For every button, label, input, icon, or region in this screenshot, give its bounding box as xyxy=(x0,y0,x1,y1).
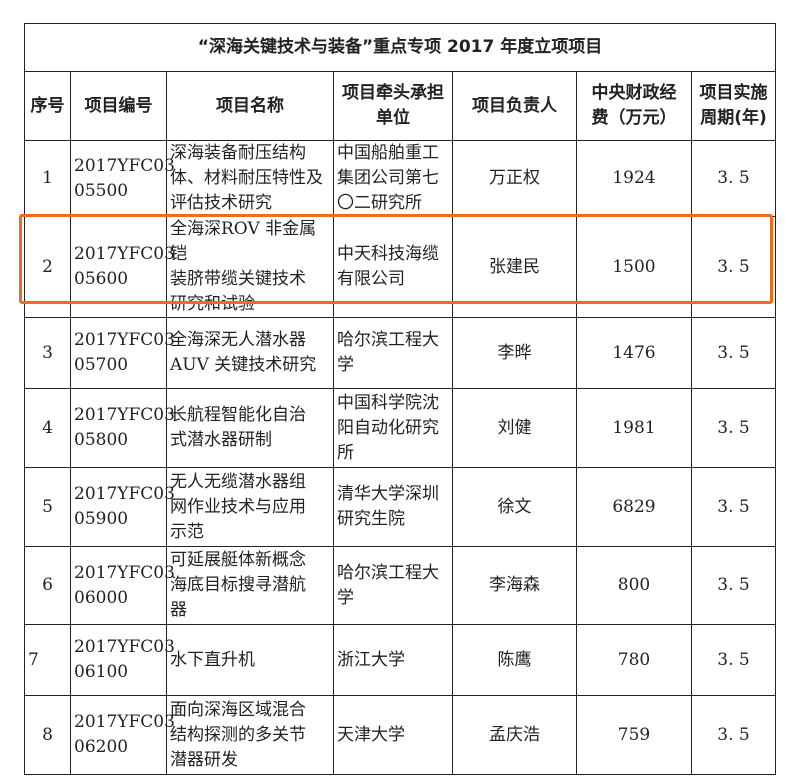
cell-leader: 李晔 xyxy=(452,317,577,389)
cell-code: 2017YFC03 05500 xyxy=(70,140,175,217)
cell-leader: 徐文 xyxy=(452,467,577,547)
table-row: 7 2017YFC03 06100 水下直升机 浙江大学 陈鹰 780 3. 5 xyxy=(24,624,777,696)
table-row: 1 2017YFC03 05500 深海装备耐压结构 体、材料耐压特性及 评估技术研… xyxy=(24,140,777,217)
cell-no: 5 xyxy=(24,467,71,547)
cell-code: 2017YFC03 05900 xyxy=(70,467,175,547)
cell-name: 长航程智能化自治 式潜水器研制 xyxy=(166,388,334,468)
cell-name: 面向深海区域混合 结构探测的多关节 潜器研发 xyxy=(166,695,334,775)
table-row: 2 2017YFC03 05600 全海深ROV 非金属铠 装脐带缆关键技术 研究和… xyxy=(24,216,777,318)
cell-code: 2017YFC03 05600 xyxy=(70,216,175,318)
header-no: 序号 xyxy=(24,71,71,141)
header-leader: 项目负责人 xyxy=(452,71,577,141)
cell-no: 4 xyxy=(24,388,71,468)
cell-no: 7 xyxy=(24,624,71,696)
cell-period: 3. 5 xyxy=(690,624,777,696)
cell-period: 3. 5 xyxy=(690,546,777,625)
cell-leader: 万正权 xyxy=(452,140,577,217)
cell-no: 1 xyxy=(24,140,71,217)
cell-fund: 780 xyxy=(576,624,692,696)
cell-name: 深海装备耐压结构 体、材料耐压特性及 评估技术研究 xyxy=(166,140,334,217)
cell-fund: 1476 xyxy=(576,317,692,389)
header-period: 项目实施 周期(年) xyxy=(690,71,777,141)
cell-code: 2017YFC03 06000 xyxy=(70,546,175,625)
cell-period: 3. 5 xyxy=(690,467,777,547)
cell-no: 8 xyxy=(24,695,71,775)
header-org: 项目牵头承担 单位 xyxy=(333,71,453,141)
projects-table: “深海关键技术与装备”重点专项 2017 年度立项项目 序号 项目编号 项目名称… xyxy=(23,23,777,775)
cell-org: 天津大学 xyxy=(333,695,453,775)
cell-org: 哈尔滨工程大 学 xyxy=(333,546,453,625)
cell-name: 可延展艇体新概念 海底目标搜寻潜航 器 xyxy=(166,546,334,625)
cell-no: 6 xyxy=(24,546,71,625)
cell-leader: 孟庆浩 xyxy=(452,695,577,775)
table-title: “深海关键技术与装备”重点专项 2017 年度立项项目 xyxy=(23,23,777,72)
cell-code: 2017YFC03 06100 xyxy=(70,624,175,696)
cell-org: 浙江大学 xyxy=(333,624,453,696)
cell-fund: 1924 xyxy=(576,140,692,217)
cell-fund: 759 xyxy=(576,695,692,775)
header-fund: 中央财政经 费（万元） xyxy=(576,71,692,141)
cell-period: 3. 5 xyxy=(690,317,777,389)
cell-code: 2017YFC03 05700 xyxy=(70,317,175,389)
cell-org: 中国科学院沈 阳自动化研究 所 xyxy=(333,388,453,468)
table-row: 8 2017YFC03 06200 面向深海区域混合 结构探测的多关节 潜器研发 天津… xyxy=(24,695,777,775)
cell-fund: 6829 xyxy=(576,467,692,547)
table-row: 4 2017YFC03 05800 长航程智能化自治 式潜水器研制 中国科学院沈 阳自… xyxy=(24,388,777,468)
cell-name: 全海深无人潜水器 AUV 关键技术研究 xyxy=(166,317,334,389)
table-row: 6 2017YFC03 06000 可延展艇体新概念 海底目标搜寻潜航 器哈尔滨工程… xyxy=(24,546,777,625)
cell-org: 清华大学深圳 研究生院 xyxy=(333,467,453,547)
cell-leader: 刘健 xyxy=(452,388,577,468)
header-name: 项目名称 xyxy=(166,71,334,141)
header-row: 序号 项目编号 项目名称 项目牵头承担 单位 项目负责人 中央财政经 费（万元）… xyxy=(24,71,777,141)
cell-leader: 李海森 xyxy=(452,546,577,625)
cell-fund: 800 xyxy=(576,546,692,625)
table-row: 5 2017YFC03 05900 无人无缆潜水器组 网作业技术与应用 示范 清华大学… xyxy=(24,467,777,547)
cell-period: 3. 5 xyxy=(690,388,777,468)
cell-org: 哈尔滨工程大 学 xyxy=(333,317,453,389)
table-row: 3 2017YFC03 05700 全海深无人潜水器 AUV 关键技术研究 哈尔滨工程… xyxy=(24,317,777,389)
cell-no: 3 xyxy=(24,317,71,389)
cell-period: 3. 5 xyxy=(690,216,777,318)
cell-no: 2 xyxy=(24,216,71,318)
header-code: 项目编号 xyxy=(70,71,167,141)
cell-leader: 张建民 xyxy=(452,216,577,318)
cell-name: 全海深ROV 非金属铠 装脐带缆关键技术 研究和试验 xyxy=(166,216,334,318)
cell-period: 3. 5 xyxy=(690,140,777,217)
cell-name: 无人无缆潜水器组 网作业技术与应用 示范 xyxy=(166,467,334,547)
cell-fund: 1981 xyxy=(576,388,692,468)
cell-period: 3. 5 xyxy=(690,695,777,775)
cell-name: 水下直升机 xyxy=(166,624,334,696)
cell-fund: 1500 xyxy=(576,216,692,318)
cell-org: 中天科技海缆 有限公司 xyxy=(333,216,453,318)
cell-code: 2017YFC03 06200 xyxy=(70,695,175,775)
cell-code: 2017YFC03 05800 xyxy=(70,388,175,468)
cell-org: 中国船舶重工 集团公司第七 〇二研究所 xyxy=(333,140,453,217)
cell-leader: 陈鹰 xyxy=(452,624,577,696)
